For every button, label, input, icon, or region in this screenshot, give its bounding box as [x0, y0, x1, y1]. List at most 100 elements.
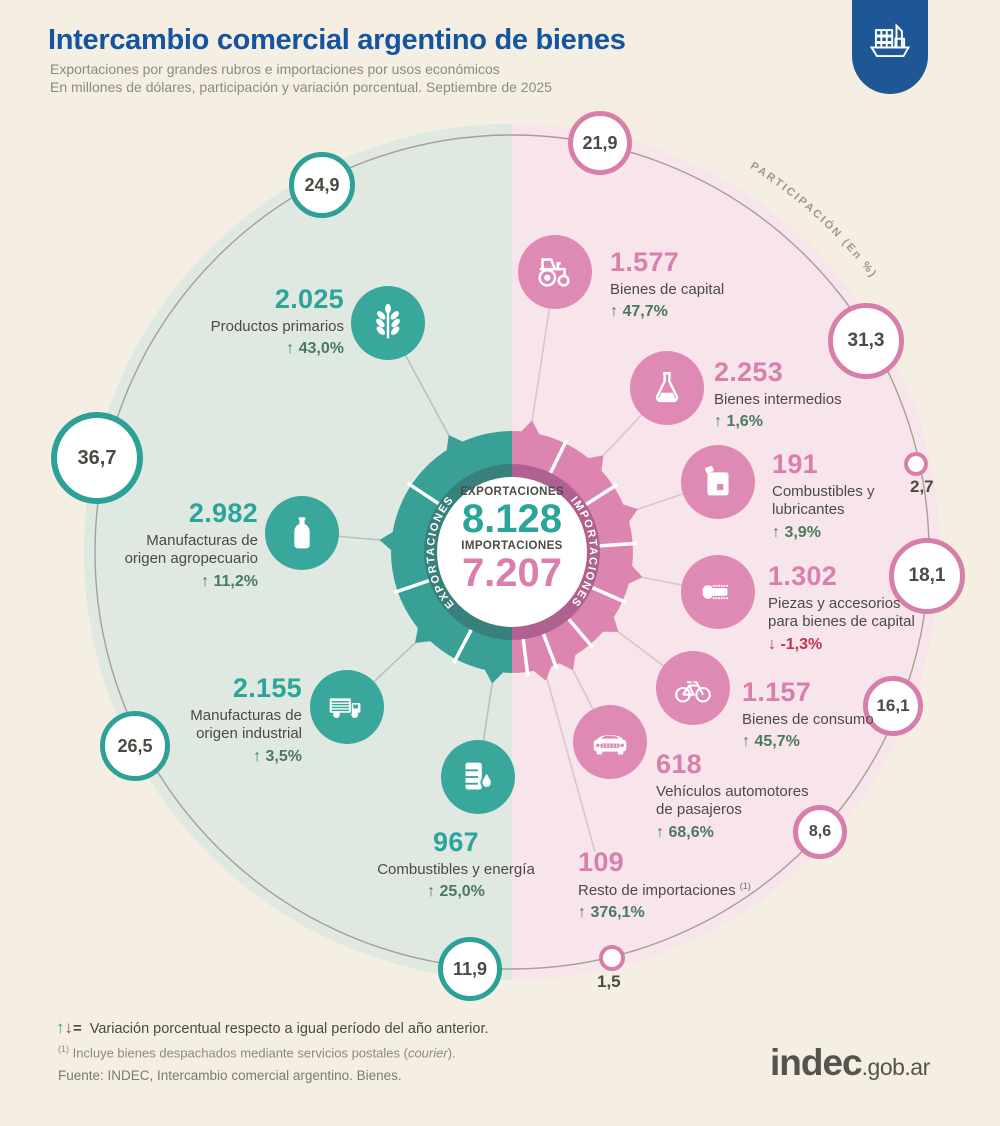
participation-value: 24,9 [304, 174, 340, 195]
item-label: Productos primarios [210, 317, 344, 335]
variation-arrow: ↑ [656, 823, 664, 841]
item-variation: ↑ 43,0% [134, 339, 344, 359]
legend-equals: = [73, 1020, 82, 1037]
import-item-bienes-capital: 1.577 Bienes de capital ↑ 47,7% [610, 246, 820, 322]
variation-value: 43,0% [298, 340, 344, 358]
item-value: 2.253 [714, 357, 784, 387]
participation-value: 1,5 [597, 972, 621, 991]
bottle-icon [265, 496, 339, 570]
item-label: Manufacturas de origen agropecuario [124, 531, 258, 568]
import-item-bienes-consumo: 1.157 Bienes de consumo ↑ 45,7% [742, 676, 942, 752]
variation-value: 3,5% [265, 747, 302, 765]
screw-icon [681, 555, 755, 629]
participation-bubble-vehiculos: 8,6 [793, 805, 847, 859]
item-value: 191 [772, 449, 818, 479]
participation-value: 31,3 [847, 330, 885, 351]
variation-arrow: ↑ [286, 340, 295, 358]
car-icon [573, 705, 647, 779]
import-item-combustibles-lubricantes: 191 Combustibles y lubricantes ↑ 3,9% [772, 448, 882, 542]
wheat-icon [351, 286, 425, 360]
item-label: Combustibles y lubricantes [772, 482, 875, 519]
variation-value: 3,9% [784, 523, 821, 541]
item-variation: ↑ 3,5% [152, 747, 302, 767]
participation-value: 16,1 [876, 696, 910, 715]
hub-exports-value: 8.128 [461, 497, 563, 541]
item-label-text: Resto de importaciones [578, 881, 736, 899]
item-label: Bienes intermedios [714, 390, 842, 408]
item-variation: ↑ 376,1% [578, 903, 808, 923]
item-label: Piezas y accesorios para bienes de capit… [768, 594, 915, 631]
import-item-piezas-accesorios: 1.302 Piezas y accesorios para bienes de… [768, 560, 928, 654]
legend-up-arrow-icon: ↑ [56, 1018, 65, 1037]
tractor-icon [518, 235, 592, 309]
variation-arrow: ↓ [768, 635, 776, 653]
variation-value: 47,7% [622, 303, 668, 321]
item-value: 2.155 [232, 673, 302, 703]
item-variation: ↑ 1,6% [714, 412, 914, 432]
participation-bubble-bienes-capital: 21,9 [568, 111, 632, 175]
item-variation: ↑ 3,9% [772, 523, 882, 543]
variation-arrow: ↑ [714, 413, 722, 431]
variation-arrow: ↑ [578, 904, 586, 922]
participation-bubble-resto [599, 945, 625, 971]
jerrycan-icon [681, 445, 755, 519]
variation-value: 11,2% [213, 572, 258, 590]
footnote-ref: (1) [739, 880, 751, 891]
indec-logo[interactable]: indec.gob.ar [770, 1042, 930, 1084]
variation-legend: ↑↓= Variación porcentual respecto a igual… [56, 1018, 489, 1038]
cargo-ship-icon [852, 0, 928, 94]
page-title: Intercambio comercial argentino de biene… [48, 24, 626, 56]
participation-value: 18,1 [908, 565, 946, 586]
participation-value: 2,7 [910, 477, 934, 496]
export-item-manufacturas-agropecuario: 2.982 Manufacturas de origen agropecuari… [108, 497, 258, 591]
variation-arrow: ↑ [742, 733, 750, 751]
item-label: Resto de importaciones (1) [578, 881, 808, 900]
footnote-ref: (1) [58, 1044, 69, 1054]
participation-bubble-combustibles-energia: 11,9 [438, 937, 502, 1001]
page-subtitle-2: En millones de dólares, participación y … [50, 79, 552, 95]
item-value: 2.025 [274, 284, 344, 314]
oil-barrel-icon [441, 740, 515, 814]
footnote: (1) Incluye bienes despachados mediante … [58, 1044, 456, 1060]
hub-exports-label: EXPORTACIONES [459, 486, 565, 498]
hub-totals: EXPORTACIONES 8.128 IMPORTACIONES 7.207 [432, 486, 592, 594]
hub-center-disk [437, 477, 587, 627]
variation-arrow: ↑ [427, 883, 436, 901]
legend-down-arrow-icon: ↓ [64, 1018, 74, 1037]
variation-value: 25,0% [439, 883, 485, 901]
participation-value: 11,9 [452, 958, 488, 979]
logo-main: indec [770, 1042, 863, 1083]
item-variation: ↑ 25,0% [346, 882, 566, 902]
participation-value: 21,9 [582, 132, 618, 153]
participation-bubble-industrial: 26,5 [100, 711, 170, 781]
flask-icon [630, 351, 704, 425]
participation-bubble-productos-primarios: 24,9 [289, 152, 355, 218]
item-label: Combustibles y energía [377, 860, 535, 878]
variation-value: 45,7% [754, 733, 800, 751]
footnote-text: Incluye bienes despachados mediante serv… [72, 1045, 408, 1061]
item-value: 2.982 [188, 498, 258, 528]
export-item-productos-primarios: 2.025 Productos primarios ↑ 43,0% [134, 283, 344, 359]
participation-bubble-piezas-accesorios: 18,1 [889, 538, 965, 614]
participation-value: 26,5 [117, 735, 153, 756]
import-item-vehiculos-pasajeros: 618 Vehículos automotores de pasajeros ↑… [656, 748, 824, 842]
participation-bubble-bienes-intermedios: 31,3 [828, 303, 904, 379]
item-value: 1.157 [742, 677, 812, 707]
item-label: Bienes de consumo [742, 710, 874, 728]
item-value: 1.302 [768, 561, 838, 591]
logo-suffix: .gob.ar [861, 1054, 931, 1080]
legend-text: Variación porcentual respecto a igual pe… [89, 1021, 489, 1037]
truck-icon [310, 670, 384, 744]
item-value: 109 [578, 847, 624, 877]
export-item-combustibles-energia: 967 Combustibles y energía ↑ 25,0% [346, 826, 566, 902]
footnote-courier: courier [407, 1045, 448, 1061]
page-subtitle-1: Exportaciones por grandes rubros e impor… [50, 61, 500, 77]
item-variation: ↑ 11,2% [108, 572, 258, 592]
item-label: Manufacturas de origen industrial [190, 706, 302, 743]
source-text: Fuente: INDEC, Intercambio comercial arg… [58, 1068, 402, 1083]
variation-value: -1,3% [780, 635, 823, 653]
import-item-bienes-intermedios: 2.253 Bienes intermedios ↑ 1,6% [714, 356, 914, 432]
import-item-resto-importaciones: 109 Resto de importaciones (1) ↑ 376,1% [578, 846, 808, 923]
export-item-manufacturas-industrial: 2.155 Manufacturas de origen industrial … [152, 672, 302, 766]
